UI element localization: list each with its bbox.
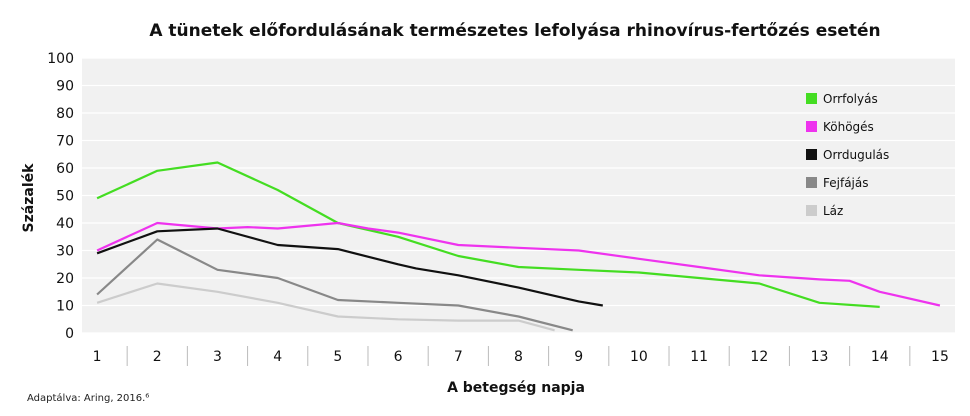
legend-label: Fejfájás bbox=[823, 176, 868, 190]
y-axis-label: Százalék bbox=[21, 163, 37, 233]
x-tick-label: 5 bbox=[333, 349, 342, 365]
gridlines bbox=[82, 57, 955, 334]
x-tick-label: 3 bbox=[213, 349, 222, 365]
x-tick-label: 2 bbox=[153, 349, 162, 365]
y-tick-label: 60 bbox=[56, 161, 74, 177]
series-line-1 bbox=[96, 161, 880, 308]
chart-title: A tünetek előfordulásának természetes le… bbox=[149, 21, 880, 41]
legend-label: Köhögés bbox=[823, 120, 874, 134]
x-tick-label: 1 bbox=[93, 349, 102, 365]
series-line-5 bbox=[96, 282, 555, 332]
x-axis-ticks: 1 2 3 4 5 6 7 8 9 10 11 12 13 14 15 bbox=[93, 346, 949, 366]
legend-swatch bbox=[806, 121, 817, 132]
x-tick-label: 13 bbox=[811, 349, 829, 365]
legend-label: Orrdugulás bbox=[823, 148, 889, 162]
y-tick-label: 20 bbox=[56, 271, 74, 287]
y-axis-ticks: 0 10 20 30 40 50 60 70 80 90 100 bbox=[47, 51, 74, 342]
x-tick-label: 12 bbox=[750, 349, 768, 365]
legend-label: Láz bbox=[823, 204, 843, 218]
series-line-4 bbox=[96, 238, 573, 332]
y-tick-label: 90 bbox=[56, 79, 74, 95]
x-tick-label: 9 bbox=[574, 349, 583, 365]
series-line-3 bbox=[96, 227, 603, 307]
y-tick-label: 70 bbox=[56, 134, 74, 150]
x-tick-label: 7 bbox=[454, 349, 463, 365]
source-footnote: Adaptálva: Aring, 2016.⁶ bbox=[27, 392, 149, 404]
y-tick-label: 40 bbox=[56, 216, 74, 232]
y-tick-label: 0 bbox=[65, 326, 74, 342]
legend: Orrfolyás Köhögés Orrdugulás Fejfájás Láz bbox=[806, 92, 889, 218]
legend-swatch bbox=[806, 177, 817, 188]
x-tick-label: 10 bbox=[630, 349, 648, 365]
y-tick-label: 10 bbox=[56, 299, 74, 315]
legend-label: Orrfolyás bbox=[823, 92, 878, 106]
legend-swatch bbox=[806, 93, 817, 104]
x-tick-label: 8 bbox=[514, 349, 523, 365]
y-tick-label: 100 bbox=[47, 51, 74, 67]
series-lines bbox=[96, 161, 941, 332]
x-axis-label: A betegség napja bbox=[447, 380, 585, 396]
x-tick-label: 4 bbox=[273, 349, 282, 365]
x-tick-label: 6 bbox=[394, 349, 403, 365]
legend-swatch bbox=[806, 205, 817, 216]
x-tick-label: 15 bbox=[931, 349, 949, 365]
series-line-2 bbox=[96, 221, 941, 307]
x-tick-label: 11 bbox=[690, 349, 708, 365]
x-tick-label: 14 bbox=[871, 349, 889, 365]
y-tick-label: 50 bbox=[56, 189, 74, 205]
legend-swatch bbox=[806, 149, 817, 160]
y-tick-label: 30 bbox=[56, 244, 74, 260]
y-tick-label: 80 bbox=[56, 106, 74, 122]
